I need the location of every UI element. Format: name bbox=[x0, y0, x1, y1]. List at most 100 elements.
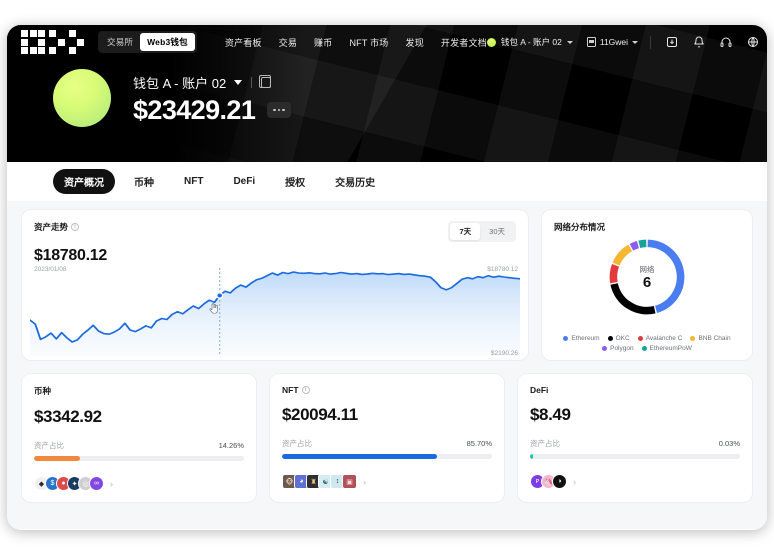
stat-ratio-label: 资产占比 bbox=[530, 439, 560, 448]
legend-color-dot bbox=[607, 336, 613, 341]
donut-center-text: 网络 6 bbox=[542, 264, 752, 291]
legend-label: Avalanche C bbox=[645, 335, 683, 342]
range-toggle[interactable]: 7天 30天 bbox=[448, 221, 516, 242]
info-icon[interactable]: i bbox=[71, 223, 80, 231]
donut-segment-avalanche-c[interactable] bbox=[609, 263, 620, 284]
stat-progress-bar bbox=[282, 454, 492, 459]
stat-card-value: $20094.11 bbox=[282, 405, 358, 424]
donut-segment-ethereumpow[interactable] bbox=[638, 239, 647, 248]
tab-approvals[interactable]: 授权 bbox=[285, 178, 306, 189]
chevron-right-icon[interactable]: › bbox=[110, 478, 113, 489]
chevron-down-icon[interactable] bbox=[234, 79, 243, 85]
main-content: 资产走势 i 7天 30天 $18780.12 2023/01/08 bbox=[7, 201, 767, 529]
hero-account-name: 钱包 A - 账户 02 bbox=[133, 75, 227, 91]
legend-item-ethereum[interactable]: Ethereum bbox=[563, 335, 600, 342]
donut-segment-bnb-chain[interactable] bbox=[612, 244, 633, 266]
chevron-right-icon[interactable]: › bbox=[363, 476, 366, 487]
nav-link-nft-market[interactable]: NFT 市场 bbox=[349, 37, 389, 48]
donut-legend: Ethereum OKC Avalanche C BNB Chain Polygon Et… bbox=[548, 335, 746, 352]
account-selector-label: 钱包 A - 账户 02 bbox=[500, 37, 562, 47]
nav-link-trade[interactable]: 交易 bbox=[278, 37, 298, 48]
legend-label: EthereumPoW bbox=[649, 345, 692, 352]
legend-item-bnb-chain[interactable]: BNB Chain bbox=[690, 335, 731, 342]
avatar[interactable] bbox=[53, 69, 111, 127]
donut-segment-polygon[interactable] bbox=[629, 240, 640, 251]
stat-card-title: 币种 bbox=[34, 386, 52, 396]
stat-icon-train: ◆ $ ● ✦ ◎ ∞ › bbox=[34, 476, 244, 491]
nav-link-developer-docs[interactable]: 开发者文档 bbox=[440, 37, 487, 48]
headset-icon[interactable] bbox=[719, 36, 732, 49]
donut-segment-okc[interactable] bbox=[610, 283, 656, 315]
stat-ratio-row: 资产占比 14.26% bbox=[34, 440, 244, 451]
tab-nft[interactable]: NFT bbox=[184, 176, 204, 187]
nft-thumb-3[interactable]: ♜ bbox=[306, 474, 321, 489]
gas-fee-label: 11Gwei bbox=[599, 37, 629, 47]
okx-logo-icon[interactable] bbox=[21, 30, 84, 54]
segment-web3-wallet[interactable]: Web3钱包 bbox=[140, 33, 195, 51]
stat-card-nft: NFT i $20094.11 资产占比 85.70% 🐵 ◕ ♜ ☯ ↕ ▣ › bbox=[269, 373, 505, 503]
tab-tokens[interactable]: 币种 bbox=[134, 178, 154, 189]
polygon-token-icon[interactable]: ∞ bbox=[89, 476, 104, 491]
stat-card-defi: DeFi $8.49 资产占比 0.03% ᴘ 🦄 ◑ › bbox=[517, 373, 753, 503]
browser-window: 交易所 Web3钱包 资产看板 交易 赚币 NFT 市场 发现 开发者文档 钱包… bbox=[7, 25, 767, 530]
trend-chart[interactable]: $18780.12 $2190.26 bbox=[29, 266, 521, 357]
donut-segment-ethereum[interactable] bbox=[647, 239, 685, 314]
bell-icon[interactable] bbox=[692, 36, 705, 49]
trend-chart-svg[interactable] bbox=[29, 268, 521, 356]
stat-progress-bar bbox=[34, 456, 244, 461]
stat-card-title: NFT bbox=[282, 385, 299, 395]
trend-date: 2023/01/08 bbox=[34, 266, 67, 273]
legend-color-dot bbox=[637, 336, 643, 341]
legend-item-avalanche-c[interactable]: Avalanche C bbox=[637, 335, 683, 342]
top-navbar: 交易所 Web3钱包 资产看板 交易 赚币 NFT 市场 发现 开发者文档 钱包… bbox=[7, 25, 767, 59]
stat-card-title-group: 币种 bbox=[34, 385, 244, 397]
range-30d[interactable]: 30天 bbox=[489, 227, 505, 236]
tab-overview[interactable]: 资产概况 bbox=[53, 169, 115, 194]
stat-card-币种: 币种 $3342.92 资产占比 14.26% ◆ $ ● ✦ ◎ ∞ › bbox=[21, 373, 257, 503]
defi-protocol-3[interactable]: ◑ bbox=[552, 474, 567, 489]
donut-chart bbox=[554, 235, 740, 319]
copy-icon[interactable] bbox=[259, 74, 272, 88]
account-avatar-dot bbox=[486, 37, 496, 47]
tab-transaction-history[interactable]: 交易历史 bbox=[335, 178, 376, 189]
chart-axis-top-label: $18780.12 bbox=[487, 266, 518, 273]
stat-ratio-row: 资产占比 85.70% bbox=[282, 438, 492, 449]
tab-defi[interactable]: DeFi bbox=[233, 176, 256, 187]
segment-exchange[interactable]: 交易所 bbox=[107, 37, 134, 47]
nav-link-discover[interactable]: 发现 bbox=[405, 37, 424, 48]
hero-text: 钱包 A - 账户 02 $23429.21 bbox=[133, 71, 292, 126]
trend-value: $18780.12 bbox=[34, 247, 107, 264]
stat-card-row: 币种 $3342.92 资产占比 14.26% ◆ $ ● ✦ ◎ ∞ › NFT i $… bbox=[21, 373, 753, 503]
legend-item-ethereumpow[interactable]: EthereumPoW bbox=[641, 345, 692, 352]
stat-card-title-group: DeFi bbox=[530, 385, 740, 395]
account-selector[interactable]: 钱包 A - 账户 02 bbox=[486, 36, 573, 48]
chevron-right-icon[interactable]: › bbox=[573, 476, 576, 487]
navbar-right: 钱包 A - 账户 02 11Gwei bbox=[486, 35, 759, 49]
donut-center-value: 6 bbox=[642, 274, 652, 291]
chevron-down-icon bbox=[566, 40, 573, 44]
legend-label: Polygon bbox=[610, 345, 634, 352]
hero-account-row[interactable]: 钱包 A - 账户 02 bbox=[133, 73, 291, 92]
gas-fee-indicator[interactable]: 11Gwei bbox=[586, 37, 639, 47]
nav-link-assets[interactable]: 资产看板 bbox=[224, 37, 262, 48]
legend-color-dot bbox=[602, 346, 608, 351]
stat-card-title-group: NFT i bbox=[282, 385, 492, 395]
nft-thumb-6[interactable]: ▣ bbox=[342, 474, 357, 489]
download-icon[interactable] bbox=[665, 36, 678, 49]
stat-ratio-label: 资产占比 bbox=[34, 441, 64, 450]
donut-center-label: 网络 bbox=[639, 265, 655, 274]
stat-ratio-value: 14.26% bbox=[218, 441, 244, 450]
range-7d[interactable]: 7天 bbox=[450, 223, 481, 240]
globe-icon[interactable] bbox=[746, 36, 759, 49]
hand-pointer-icon bbox=[209, 303, 218, 314]
stat-ratio-label: 资产占比 bbox=[282, 439, 312, 448]
info-icon[interactable]: i bbox=[301, 386, 310, 394]
legend-item-polygon[interactable]: Polygon bbox=[602, 345, 634, 352]
legend-item-okc[interactable]: OKC bbox=[607, 335, 630, 342]
stat-ratio-row: 资产占比 0.03% bbox=[530, 438, 740, 449]
more-dots-icon[interactable] bbox=[267, 102, 292, 118]
product-switch[interactable]: 交易所 Web3钱包 bbox=[98, 31, 197, 53]
nav-link-earn[interactable]: 赚币 bbox=[314, 37, 333, 48]
chevron-down-icon bbox=[632, 40, 639, 44]
top-card-row: 资产走势 i 7天 30天 $18780.12 2023/01/08 bbox=[21, 209, 753, 361]
